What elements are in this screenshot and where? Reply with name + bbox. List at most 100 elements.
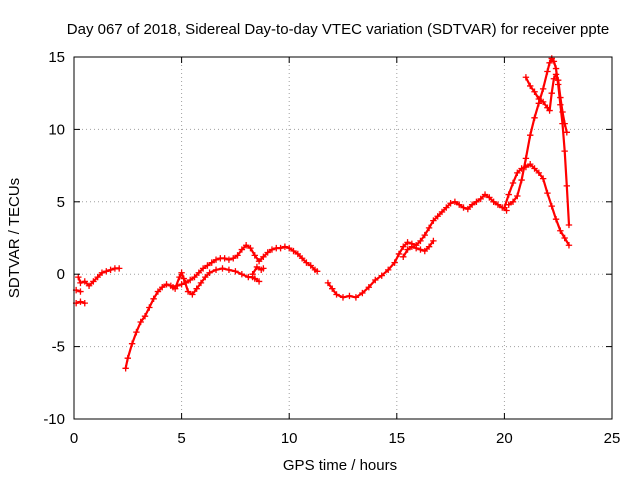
data-point: [468, 201, 476, 208]
data-point: [417, 237, 424, 245]
data-point: [544, 68, 551, 75]
y-tick-label: 10: [48, 121, 65, 138]
data-point: [255, 257, 263, 265]
data-point: [81, 278, 88, 285]
data-point: [522, 74, 530, 81]
series-arc-8: [400, 237, 437, 261]
data-point: [197, 279, 205, 287]
data-point: [187, 276, 194, 284]
data-point: [242, 242, 250, 249]
data-point: [477, 195, 484, 203]
data-point: [563, 129, 571, 136]
data-point: [561, 147, 568, 155]
data-point: [204, 262, 211, 269]
data-point: [176, 273, 183, 281]
data-point: [94, 273, 101, 281]
data-point: [430, 237, 437, 245]
data-point: [546, 59, 553, 66]
chart-title: Day 067 of 2018, Sidereal Day-to-day VTE…: [67, 21, 609, 38]
data-point: [251, 275, 258, 282]
data-point: [481, 191, 489, 198]
data-point: [456, 201, 463, 208]
series-arc-2: [72, 298, 88, 307]
data-point: [557, 227, 564, 234]
data-point: [230, 255, 237, 262]
data-point: [518, 176, 525, 184]
data-point: [333, 291, 340, 298]
data-point: [329, 285, 336, 292]
data-point: [202, 273, 209, 281]
data-point: [277, 244, 284, 252]
data-point: [212, 266, 220, 274]
data-point: [412, 244, 420, 252]
data-point: [193, 285, 200, 292]
x-tick-label: 20: [496, 430, 513, 447]
data-point: [535, 95, 543, 103]
data-point: [298, 255, 306, 262]
y-tick-label: 5: [57, 194, 65, 211]
data-point: [238, 271, 246, 278]
data-point: [494, 201, 502, 208]
data-point: [281, 243, 289, 250]
data-point: [548, 202, 555, 210]
data-point: [251, 252, 258, 259]
data-point: [238, 246, 246, 253]
data-point: [225, 266, 233, 274]
grid: [74, 57, 612, 419]
data-point: [352, 294, 360, 301]
data-point: [255, 278, 263, 285]
data-point: [174, 282, 181, 289]
y-tick-label: -5: [52, 339, 65, 356]
data-point: [501, 204, 508, 211]
x-tick-labels: 0 5 10 15 20 25: [70, 430, 621, 447]
data-point: [400, 243, 407, 250]
x-tick-label: 25: [604, 430, 621, 447]
data-point: [421, 231, 428, 239]
data-point: [324, 279, 332, 287]
y-tick-labels: -10 -5 0 5 10 15: [43, 49, 65, 428]
data-point: [178, 269, 185, 276]
data-point: [249, 271, 256, 278]
data-point: [451, 198, 459, 205]
series-arc-10: [505, 55, 573, 229]
data-point: [378, 272, 385, 279]
data-point: [561, 234, 568, 242]
data-point: [509, 198, 517, 205]
data-point: [561, 120, 568, 127]
data-point: [522, 155, 530, 162]
data-point: [486, 194, 493, 201]
data-point: [443, 204, 450, 211]
series-arc-4: [122, 265, 263, 372]
data-point: [365, 284, 373, 291]
data-point: [260, 253, 267, 261]
data-point: [199, 265, 207, 272]
data-point: [384, 266, 392, 274]
data-point: [221, 255, 228, 262]
series-line: [251, 265, 265, 276]
data-point: [346, 292, 353, 300]
data-point: [565, 221, 573, 229]
data-point: [473, 198, 480, 205]
data-point: [184, 288, 192, 295]
series-arc-11: [522, 71, 571, 136]
data-point: [539, 85, 547, 93]
data-point: [163, 281, 170, 288]
data-point: [225, 256, 233, 263]
data-point: [232, 268, 239, 275]
data-point: [505, 201, 512, 208]
x-tick-label: 0: [70, 430, 78, 447]
data-point: [359, 289, 366, 297]
data-point: [77, 288, 84, 295]
data-point: [490, 198, 497, 205]
data-point: [294, 250, 302, 258]
data-point: [180, 275, 187, 282]
data-point: [421, 247, 428, 255]
data-point: [286, 244, 293, 252]
data-point: [219, 265, 226, 272]
data-point: [150, 295, 157, 303]
data-point: [404, 239, 411, 246]
data-point: [264, 249, 271, 256]
series-arc-7: [324, 191, 510, 301]
data-point: [81, 299, 88, 307]
